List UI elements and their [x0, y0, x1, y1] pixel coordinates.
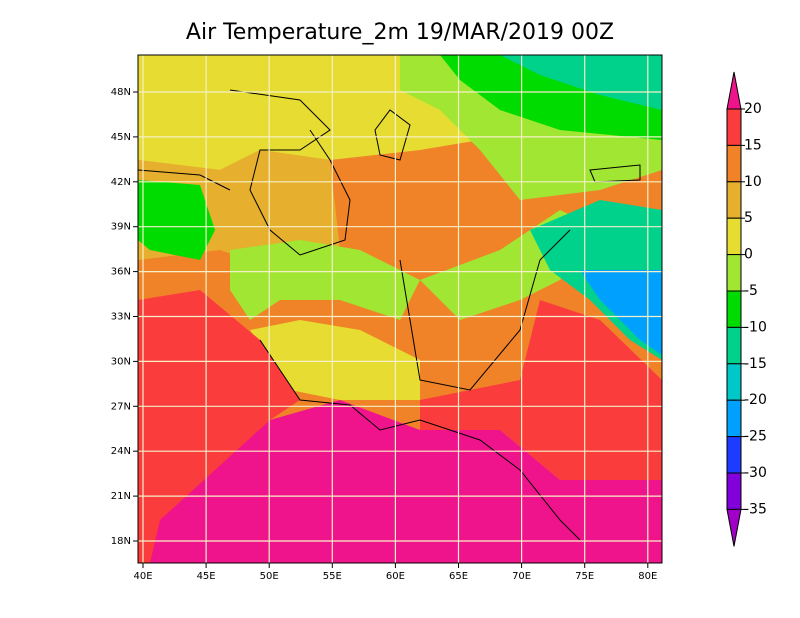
lon-label: 80E [638, 571, 657, 582]
gulf-coast [259, 339, 581, 541]
colorbar-segment [726, 290, 742, 328]
lon-label: 60E [386, 571, 405, 582]
field-yellow-south-iran [250, 320, 420, 400]
colorbar-label: 5 [744, 210, 753, 226]
colorbar-segment [726, 326, 742, 365]
field-green-caucasus [138, 180, 215, 260]
lon-label: 70E [512, 571, 531, 582]
lat-label: 33N [111, 312, 131, 323]
colorbar-arrow-top [726, 71, 742, 110]
field-red-east [420, 300, 662, 480]
black-sea-coast [138, 169, 231, 191]
borders [399, 229, 571, 391]
colorbar-arrow-bottom [726, 508, 742, 547]
colorbar-label: -10 [744, 319, 767, 335]
lat-label: 39N [111, 222, 131, 233]
colorbar-segment [726, 472, 742, 510]
aral-outline [374, 109, 411, 161]
colorbar-label: -15 [744, 356, 767, 372]
colorbar-label: -30 [744, 465, 767, 481]
lat-label: 48N [111, 87, 131, 98]
map-title: Air Temperature_2m 19/MAR/2019 00Z [186, 20, 614, 45]
lat-label: 21N [111, 491, 131, 502]
colorbar-label: -5 [744, 283, 758, 299]
colorbar: 20 15 10 5 0 -5 -10 -15 -20 -25 -30 -35 [726, 71, 767, 547]
colorbar-segment [726, 181, 742, 219]
lon-label: 50E [260, 571, 279, 582]
field-pink-south [150, 400, 662, 563]
lat-label: 45N [111, 132, 131, 143]
field-teal-ne [500, 55, 662, 110]
colorbar-segment [726, 363, 742, 401]
colorbar-segment [726, 254, 742, 292]
field-lightgreen-iran [230, 240, 420, 320]
field-blue-himalaya [580, 270, 662, 355]
lat-label: 27N [111, 401, 131, 412]
colorbar-label: 20 [744, 101, 762, 117]
colorbar-label: -20 [744, 392, 767, 408]
lon-label: 75E [575, 571, 594, 582]
colorbar-label: -25 [744, 429, 767, 445]
lon-label: 40E [133, 571, 152, 582]
graticule: 48N 45N 42N 39N 36N 33N 30N 27N 24N 21N 18N 40E 45E 5… [111, 55, 662, 582]
colorbar-segment [726, 108, 742, 146]
lon-label: 55E [323, 571, 342, 582]
lat-label: 42N [111, 177, 131, 188]
colorbar-segment [726, 399, 742, 438]
colorbar-segment [726, 217, 742, 256]
colorbar-segment [726, 144, 742, 183]
lat-label: 36N [111, 267, 131, 278]
colorbar-label: 15 [744, 137, 762, 153]
lon-label: 65E [449, 571, 468, 582]
colorbar-segment [726, 436, 742, 474]
colorbar-label: 0 [744, 247, 753, 263]
lat-label: 24N [111, 446, 131, 457]
map-frame [137, 54, 663, 564]
coastlines [138, 89, 641, 541]
field-red-west [138, 290, 300, 420]
lon-label: 45E [197, 571, 216, 582]
issyk-kul [589, 164, 641, 183]
lat-label: 18N [111, 536, 131, 547]
temperature-field [138, 55, 662, 563]
colorbar-label: -35 [744, 501, 767, 517]
caspian-outline [229, 89, 351, 256]
colorbar-label: 10 [744, 174, 762, 190]
lat-label: 30N [111, 356, 131, 367]
